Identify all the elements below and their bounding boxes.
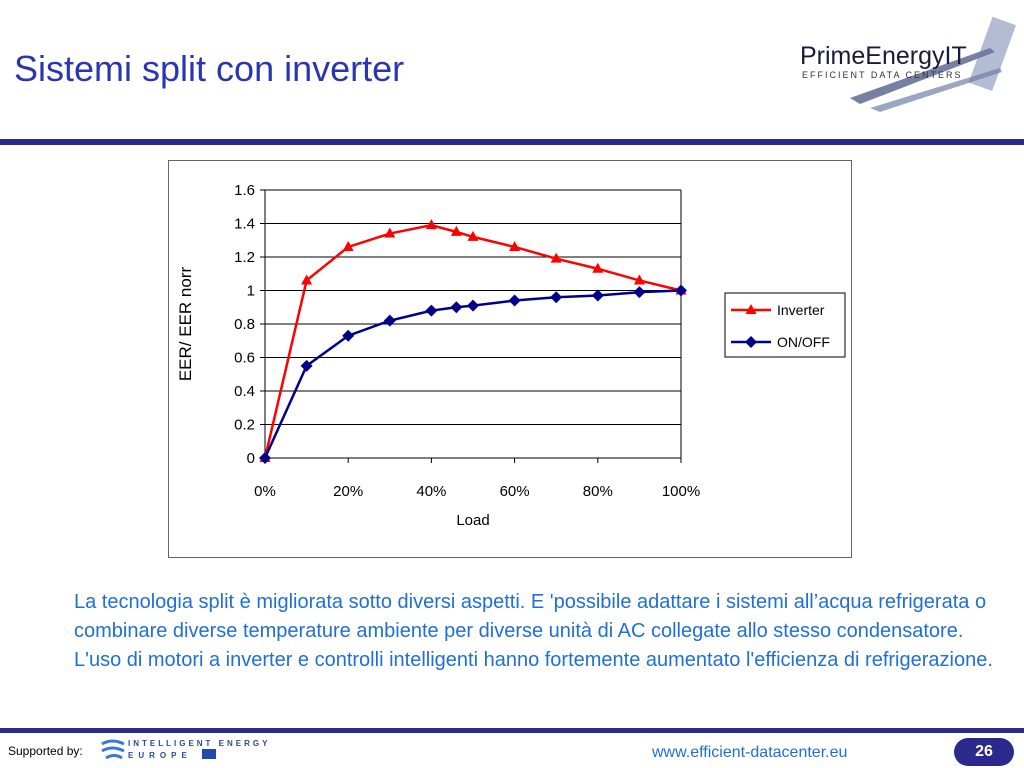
legend-marker-inverter [745, 304, 757, 314]
y-axis-title: EER/ EER norr [176, 267, 195, 382]
x-tick-label: 100% [662, 483, 700, 500]
chart-container: 0 0.2 0.4 0.6 0.8 1 1.2 1.4 1.6 0% 20% 40% 60% 80% 100… [168, 160, 852, 558]
data-point-inverter [467, 230, 479, 241]
data-point-onoff [675, 284, 687, 297]
y-tick-label: 1.4 [234, 216, 255, 233]
data-point-onoff [342, 329, 355, 342]
series-line-inverter [263, 223, 682, 459]
y-tick-label: 0 [247, 450, 255, 467]
y-tick-label: 1.2 [234, 249, 255, 266]
series-line-onoff [263, 289, 682, 459]
primeenergyit-logo: PrimeEnergyIT EFFICIENT DATA CENTERS [790, 8, 1020, 118]
logo-text: PrimeEnergyIT [800, 42, 967, 70]
header-divider [0, 139, 1024, 145]
x-tick-label: 0% [254, 483, 276, 500]
eer-load-chart: 0 0.2 0.4 0.6 0.8 1 1.2 1.4 1.6 0% 20% 40% 60% 80% 100… [176, 182, 846, 529]
legend-box [724, 292, 846, 358]
data-point-inverter [592, 262, 604, 273]
x-tick-label: 80% [583, 483, 613, 500]
y-tick-label: 0.6 [234, 350, 255, 367]
data-point-onoff [550, 291, 563, 304]
data-point-inverter [301, 274, 313, 285]
data-point-onoff [383, 314, 396, 327]
x-tick-label: 40% [416, 483, 446, 500]
data-point-inverter [425, 219, 437, 230]
ie-wave-icon [101, 739, 125, 760]
legend-label: ON/OFF [777, 334, 830, 350]
data-point-inverter [550, 252, 562, 263]
page-number: 26 [954, 738, 1014, 766]
slide-title: Sistemi split con inverter [14, 48, 405, 89]
x-axis-title: Load [456, 512, 489, 529]
data-point-onoff [633, 286, 646, 299]
y-tick-label: 0.2 [234, 417, 255, 434]
data-point-inverter [450, 225, 462, 236]
x-tick-label: 20% [333, 483, 363, 500]
data-point-inverter [509, 240, 521, 251]
data-point-onoff [300, 359, 313, 372]
legend-label: Inverter [777, 302, 825, 318]
data-point-onoff [259, 452, 271, 464]
y-tick-label: 0.8 [234, 316, 255, 333]
y-tick-label: 1 [247, 283, 255, 300]
data-point-onoff [508, 294, 521, 307]
data-point-onoff [591, 289, 604, 302]
y-tick-label: 0.4 [234, 383, 255, 400]
eu-flag-icon [202, 749, 216, 759]
data-point-onoff [450, 301, 463, 314]
data-point-inverter [384, 227, 396, 238]
ie-line1: INTELLIGENT ENERGY [128, 739, 271, 748]
footer-divider [0, 728, 1024, 733]
x-tick-label: 60% [500, 483, 530, 500]
data-point-inverter [342, 240, 354, 251]
data-point-onoff [425, 304, 438, 317]
data-point-onoff [467, 299, 479, 312]
logo-swoosh-icon [850, 16, 1017, 112]
y-tick-label: 1.6 [234, 182, 255, 199]
footer-url[interactable]: www.efficient-datacenter.eu [652, 744, 848, 761]
body-paragraph: La tecnologia split è migliorata sotto d… [74, 591, 993, 671]
logo-subtitle: EFFICIENT DATA CENTERS [802, 70, 963, 80]
supported-by-label: Supported by: [8, 744, 83, 758]
ie-line2: EUROPE [128, 751, 192, 760]
data-point-inverter [633, 274, 645, 285]
intelligent-energy-europe-logo: INTELLIGENT ENERGY EUROPE [100, 736, 280, 766]
legend-marker-onoff [745, 336, 757, 348]
